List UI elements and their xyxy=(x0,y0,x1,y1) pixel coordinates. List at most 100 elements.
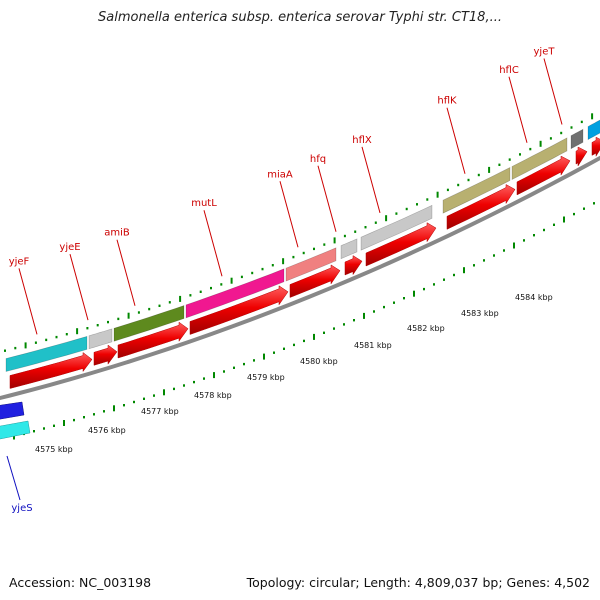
gene-box-yjeT xyxy=(570,128,584,150)
minor-tick xyxy=(189,294,192,297)
scale-major-tick xyxy=(313,333,315,340)
gene-label-hflK: hflK xyxy=(437,96,457,107)
minor-tick xyxy=(271,264,274,267)
scale-minor-tick xyxy=(573,212,575,216)
scale-minor-tick xyxy=(423,287,425,291)
scale-major-tick xyxy=(113,405,115,412)
scale-minor-tick xyxy=(93,413,95,416)
scale-major-tick xyxy=(13,433,15,440)
scale-major-tick xyxy=(163,389,165,396)
minor-tick xyxy=(261,267,264,271)
major-tick xyxy=(385,215,388,222)
scale-minor-tick xyxy=(33,430,35,433)
scale-minor-tick xyxy=(433,283,435,286)
gene-feature-row xyxy=(5,119,600,372)
minor-tick xyxy=(374,221,377,224)
minor-tick xyxy=(34,341,37,344)
scale-minor-tick xyxy=(243,362,245,366)
scale-minor-tick xyxy=(353,319,355,322)
scale-minor-tick xyxy=(403,297,405,300)
scale-minor-tick xyxy=(473,264,475,267)
major-tick xyxy=(488,166,491,173)
backbone-path xyxy=(0,155,600,401)
cds-arrow-9 xyxy=(516,155,571,196)
cds-arrow-5 xyxy=(289,264,341,298)
minor-tick xyxy=(549,137,552,140)
minor-tick xyxy=(343,234,346,238)
lower-gene-row: yjeS xyxy=(0,401,33,514)
minor-tick xyxy=(107,320,109,324)
scale-minor-tick xyxy=(373,310,375,313)
gene-box-mutL xyxy=(185,268,285,319)
scale-minor-tick xyxy=(543,228,545,232)
major-tick xyxy=(539,140,542,147)
minor-tick xyxy=(45,338,48,342)
cds-arrow-1 xyxy=(9,351,93,389)
scale-minor-tick xyxy=(493,254,495,257)
scale-minor-tick xyxy=(303,339,305,343)
major-tick xyxy=(436,191,439,198)
cds-arrow-7 xyxy=(365,222,437,267)
minor-tick xyxy=(405,207,408,211)
cds-arrow-11 xyxy=(591,136,600,158)
cds-arrow-6 xyxy=(344,255,363,276)
scale-label: 4578 kbp xyxy=(194,391,232,400)
leader-line-amiB xyxy=(116,239,136,306)
backbone-line xyxy=(0,155,600,401)
cds-arrow-3 xyxy=(117,321,189,359)
major-tick xyxy=(333,237,336,244)
cds-arrow-row xyxy=(9,136,600,389)
scale-minor-tick xyxy=(73,418,75,422)
gene-label-yjeS: yjeS xyxy=(11,503,32,514)
minor-tick xyxy=(477,173,480,177)
leader-line-miaA xyxy=(279,181,299,248)
gene-box-yjeE xyxy=(88,328,113,350)
major-tick xyxy=(591,113,594,120)
scale-minor-tick xyxy=(153,394,155,397)
scale-minor-tick xyxy=(443,278,445,281)
major-tick xyxy=(179,295,182,302)
minor-tick xyxy=(148,307,151,311)
cds-arrow-2 xyxy=(93,344,118,366)
scale-minor-tick xyxy=(183,384,185,387)
minor-tick xyxy=(457,183,460,187)
minor-tick xyxy=(302,251,305,255)
leader-line-hfq xyxy=(317,165,337,232)
gene-box-amiB xyxy=(113,305,185,342)
minor-tick xyxy=(240,275,243,279)
leader-line-hflK xyxy=(446,107,466,174)
minor-tick xyxy=(416,203,418,206)
minor-tick xyxy=(498,163,501,166)
minor-tick xyxy=(86,327,89,330)
lower-scale-track: 4575 kbp 4576 kbp 4577 kbp 4578 kbp 4579 kbp… xyxy=(13,202,595,454)
scale-label: 4576 kbp xyxy=(88,426,126,435)
minor-tick xyxy=(292,255,295,259)
gene-box-hflC xyxy=(511,137,568,180)
scale-major-tick xyxy=(363,312,365,319)
major-tick xyxy=(24,342,27,349)
gene-box-yjeF xyxy=(5,336,88,372)
scale-label: 4581 kbp xyxy=(354,341,392,350)
minor-tick xyxy=(519,153,521,156)
scale-minor-tick xyxy=(323,331,325,334)
gene-label-amiB: amiB xyxy=(104,228,130,239)
scale-minor-tick xyxy=(293,343,295,347)
scale-label: 4579 kbp xyxy=(247,373,285,382)
minor-tick xyxy=(168,301,171,304)
major-tick xyxy=(282,258,285,265)
minor-tick xyxy=(55,335,58,339)
gene-label-miaA: miaA xyxy=(267,169,293,180)
cds-arrow-8 xyxy=(446,184,516,230)
cds-arrow-4 xyxy=(189,285,289,335)
leader-line-yjeE xyxy=(69,253,89,321)
map-title: Salmonella enterica subsp. enterica sero… xyxy=(98,10,502,25)
minor-tick xyxy=(251,271,254,275)
scale-minor-tick xyxy=(173,387,175,391)
scale-minor-tick xyxy=(203,377,205,380)
scale-minor-tick xyxy=(593,202,595,205)
scale-minor-tick xyxy=(453,273,455,277)
scale-minor-tick xyxy=(583,207,585,210)
scale-minor-tick xyxy=(143,397,145,400)
leader-line-yjeT xyxy=(543,58,563,125)
